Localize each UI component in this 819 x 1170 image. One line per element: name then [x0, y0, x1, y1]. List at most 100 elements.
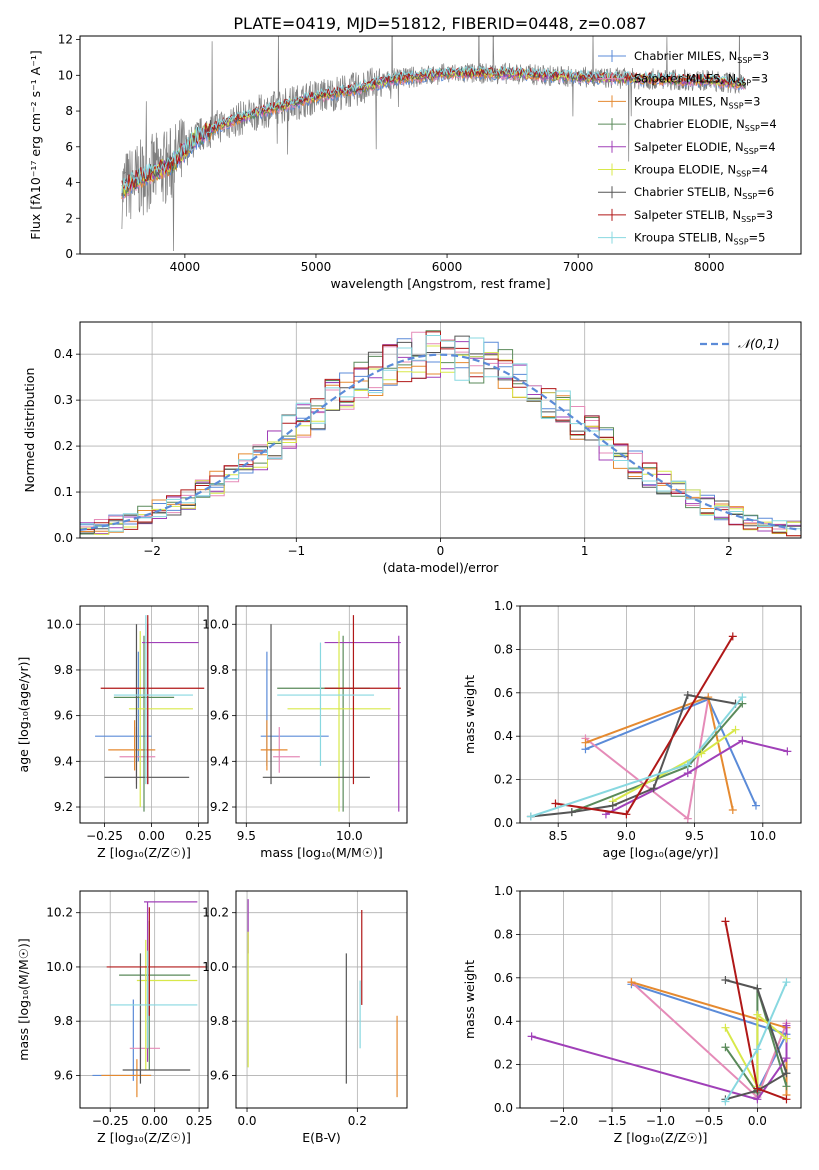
x-tick-label: 0.0 [237, 1114, 256, 1128]
y-tick-label: 9.6 [210, 709, 229, 723]
y-tick-label: 9.8 [54, 1014, 73, 1028]
x-axis-label: wavelength [Angstrom, rest frame] [330, 276, 550, 291]
y-tick-label: 0.6 [494, 686, 513, 700]
histogram-step [80, 335, 801, 532]
x-tick-label: −1.5 [597, 1114, 626, 1128]
weight-marker [683, 769, 692, 778]
y-tick-label: 0.0 [494, 816, 513, 830]
weight-marker [728, 805, 737, 814]
x-axis-label: mass [log₁₀(M/M☉)] [260, 845, 382, 860]
legend-entry: Chabrier STELIB, NSSP=6 [634, 185, 774, 201]
weight-marker [782, 978, 791, 987]
y-tick-label: 0.8 [494, 927, 513, 941]
y-tick-label: 0.0 [494, 1101, 513, 1115]
x-tick-label: −1.0 [646, 1114, 675, 1128]
figure-title: PLATE=0419, MJD=51812, FIBERID=0448, z=0… [233, 14, 646, 33]
plot-area [247, 899, 398, 1098]
y-axis-label: age [log₁₀(age/yr)] [16, 657, 31, 773]
y-tick-label: 1.0 [494, 599, 513, 613]
x-tick-label: 5000 [301, 260, 332, 274]
weight-marker [753, 1045, 762, 1054]
panel-mass-vs-EBV: 0.0 0.2 9.6 9.8 10.0 10.2 E(B-V) [202, 890, 408, 1145]
y-axis-label: mass weight [462, 675, 477, 754]
y-tick-label: 0.2 [54, 439, 73, 453]
x-tick-label: 9.5 [685, 829, 704, 843]
weight-marker [753, 1084, 762, 1093]
axes-frame [79, 35, 802, 255]
y-tick-label: 12 [58, 33, 73, 47]
x-axis-label: Z [log₁₀(Z/Z☉)] [97, 845, 191, 860]
x-tick-label: −0.5 [694, 1114, 723, 1128]
y-tick-label: 9.2 [210, 800, 229, 814]
y-tick-label: 0.8 [494, 642, 513, 656]
y-tick-label: 9.6 [54, 709, 73, 723]
y-tick-label: 9.8 [54, 663, 73, 677]
legend-entry: Chabrier MILES, NSSP=3 [634, 49, 769, 65]
x-tick-label: 0.0 [748, 1114, 767, 1128]
axes-frame [235, 605, 408, 824]
panel-weight-vs-Z: −2.0 −1.5 −1.0 −0.5 0.0 0.0 0.2 0.4 0.6 0.8 1.0 Z [… [462, 884, 802, 1145]
y-tick-label: 10.2 [46, 906, 73, 920]
x-tick-label: 0.00 [141, 1114, 168, 1128]
x-tick-label: 0.00 [138, 829, 165, 843]
legend-entry: Kroupa STELIB, NSSP=5 [634, 231, 765, 247]
weight-marker [721, 917, 730, 926]
weight-marker [683, 760, 692, 769]
x-tick-label: 9.0 [617, 829, 636, 843]
panel-mass-vs-Z: −0.25 0.00 0.25 9.6 9.8 10.0 10.2 Z [log₁₀(Z/Z☉… [16, 890, 212, 1145]
x-tick-label: 10.0 [749, 829, 776, 843]
weight-marker [683, 814, 692, 823]
weight-marker [721, 1043, 730, 1052]
x-tick-label: 6000 [432, 260, 463, 274]
y-tick-label: 9.8 [210, 663, 229, 677]
plot-area [527, 917, 791, 1106]
weight-marker [721, 1023, 730, 1032]
y-axis-label: Normed distribution [22, 368, 37, 493]
panel-weight-vs-age: 8.5 9.0 9.5 10.0 0.0 0.2 0.4 0.6 0.8 1.0 age [log₁… [462, 599, 802, 860]
y-tick-label: 4 [65, 176, 73, 190]
panel-residuals: −2 −1 0 1 2 0.0 0.1 0.2 0.3 0.4 (data-model)/error… [22, 321, 802, 575]
panel-age-vs-Z: −0.25 0.00 0.25 9.2 9.4 9.6 9.8 10.0 Z [log₁₀(Z/… [16, 605, 212, 860]
weight-marker [782, 1054, 791, 1063]
x-tick-label: 9.5 [237, 829, 256, 843]
y-tick-label: 10.0 [202, 617, 229, 631]
x-tick-label: 1 [581, 544, 589, 558]
weight-marker [738, 693, 747, 702]
y-tick-label: 0.0 [54, 531, 73, 545]
weight-marker [551, 799, 560, 808]
x-tick-label: −2.0 [549, 1114, 578, 1128]
x-tick-label: 7000 [563, 260, 594, 274]
weight-marker [627, 978, 636, 987]
x-axis-label: Z [log₁₀(Z/Z☉)] [97, 1130, 191, 1145]
weight-line [605, 739, 788, 816]
y-tick-label: 9.8 [210, 1014, 229, 1028]
y-tick-label: 1.0 [494, 884, 513, 898]
axes-frame [79, 605, 209, 824]
y-tick-label: 10.0 [46, 617, 73, 631]
y-axis-label: Flux [fλ10⁻¹⁷ erg cm⁻² s⁻¹ A⁻¹] [28, 50, 43, 239]
weight-marker [782, 1082, 791, 1091]
y-tick-label: 10.0 [202, 960, 229, 974]
weight-marker [721, 975, 730, 984]
y-tick-label: 0.4 [54, 347, 73, 361]
y-axis-label: mass weight [462, 960, 477, 1039]
x-tick-label: −1 [287, 544, 305, 558]
weight-marker [649, 784, 658, 793]
legend-entry: Salpeter MILES, NSSP=3 [634, 72, 768, 88]
y-tick-label: 0.3 [54, 393, 73, 407]
weight-marker [683, 690, 692, 699]
weight-marker [704, 693, 713, 702]
normal-reference-curve [80, 353, 801, 531]
y-tick-label: 9.6 [210, 1068, 229, 1082]
y-tick-label: 9.4 [54, 754, 73, 768]
weight-marker [721, 1097, 730, 1106]
y-tick-label: 8 [65, 104, 73, 118]
plot-area [92, 901, 207, 1098]
plot-area [260, 615, 401, 812]
weight-marker [581, 738, 590, 747]
axes-frame [235, 890, 408, 1109]
weight-marker [783, 747, 792, 756]
y-tick-label: 0.4 [494, 729, 513, 743]
y-tick-label: 10.0 [46, 960, 73, 974]
